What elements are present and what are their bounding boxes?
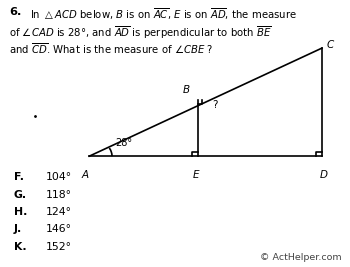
Text: 28°: 28°	[116, 138, 133, 148]
Text: J.: J.	[14, 224, 22, 234]
Text: F.: F.	[14, 172, 24, 182]
Text: of $\angle$$CAD$ is 28°, and $\overline{AD}$ is perpendicular to both $\overline: of $\angle$$CAD$ is 28°, and $\overline{…	[9, 25, 272, 41]
Text: $E$: $E$	[193, 168, 201, 180]
Text: © ActHelper.com: © ActHelper.com	[260, 253, 341, 262]
Text: 146°: 146°	[46, 224, 71, 234]
Text: $A$: $A$	[81, 168, 90, 180]
Text: H.: H.	[14, 207, 27, 217]
Text: 6.: 6.	[9, 7, 21, 17]
Text: 104°: 104°	[46, 172, 72, 182]
Text: and $\overline{CD}$. What is the measure of $\angle$$CBE$ ?: and $\overline{CD}$. What is the measure…	[9, 41, 213, 56]
Text: 124°: 124°	[46, 207, 71, 217]
Text: 118°: 118°	[46, 190, 71, 199]
Text: $B$: $B$	[182, 83, 190, 95]
Text: 152°: 152°	[46, 242, 71, 252]
Text: In $\triangle$$ACD$ below, $B$ is on $\overline{AC}$, $E$ is on $\overline{AD}$,: In $\triangle$$ACD$ below, $B$ is on $\o…	[30, 7, 297, 22]
Text: $C$: $C$	[326, 38, 335, 50]
Text: K.: K.	[14, 242, 27, 252]
Text: ?: ?	[212, 100, 217, 111]
Text: $D$: $D$	[319, 168, 329, 180]
Text: G.: G.	[14, 190, 27, 199]
